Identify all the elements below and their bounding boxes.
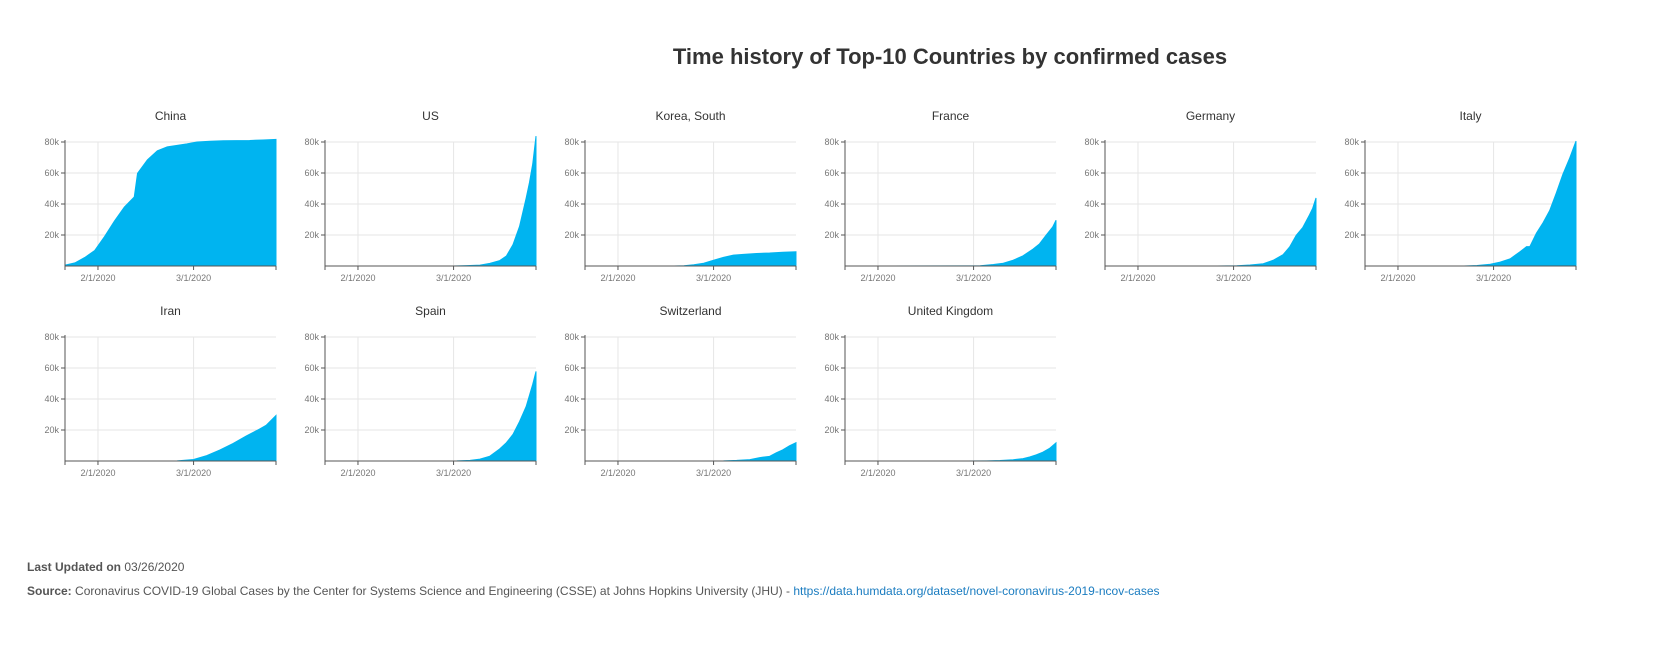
y-tick-label: 80k <box>564 332 579 342</box>
x-tick-label: 3/1/2020 <box>176 273 211 283</box>
x-tick-label: 2/1/2020 <box>600 273 635 283</box>
panel-title: Spain <box>415 304 446 318</box>
x-tick-label: 2/1/2020 <box>860 273 895 283</box>
y-tick-label: 40k <box>824 394 839 404</box>
panel-title: United Kingdom <box>908 304 993 318</box>
y-tick-label: 60k <box>304 168 319 178</box>
panel-title: Korea, South <box>655 109 725 123</box>
last-updated-line: Last Updated on 03/26/2020 <box>27 560 1627 574</box>
panel-korea-south: Korea, South 20k 40k 60k 80k 2/1/2020 3/1/2020 <box>564 109 797 283</box>
x-tick-label: 2/1/2020 <box>340 468 375 478</box>
y-tick-label: 60k <box>304 363 319 373</box>
panel-united-kingdom: United Kingdom 20k 40k 60k 80k 2/1/2020 3/1/20… <box>824 304 1057 478</box>
source-label: Source: <box>27 584 72 598</box>
y-tick-label: 40k <box>304 199 319 209</box>
y-tick-label: 20k <box>304 425 319 435</box>
panel-china: China 20k 40k 60k 80k 2/1/2020 3/1/2020 <box>44 109 277 283</box>
y-tick-label: 40k <box>44 394 59 404</box>
y-tick-label: 60k <box>564 363 579 373</box>
area-series <box>584 441 797 462</box>
y-tick-label: 80k <box>824 137 839 147</box>
x-tick-label: 3/1/2020 <box>956 273 991 283</box>
y-tick-label: 20k <box>564 230 579 240</box>
x-tick-label: 2/1/2020 <box>860 468 895 478</box>
panel-spain: Spain 20k 40k 60k 80k 2/1/2020 3/1/2020 <box>304 304 537 478</box>
y-tick-label: 80k <box>1344 137 1359 147</box>
panel-iran: Iran 20k 40k 60k 80k 2/1/2020 3/1/2020 <box>44 304 277 478</box>
area-series <box>584 251 797 267</box>
y-tick-label: 20k <box>824 230 839 240</box>
area-series <box>844 220 1057 267</box>
y-tick-label: 20k <box>304 230 319 240</box>
panel-title: Iran <box>160 304 181 318</box>
panel-title: Germany <box>1186 109 1235 123</box>
x-tick-label: 2/1/2020 <box>1120 273 1155 283</box>
panel-germany: Germany 20k 40k 60k 80k 2/1/2020 3/1/2020 <box>1084 109 1317 283</box>
area-series <box>844 441 1057 462</box>
y-tick-label: 20k <box>564 425 579 435</box>
x-tick-label: 3/1/2020 <box>696 468 731 478</box>
y-tick-label: 40k <box>44 199 59 209</box>
panel-title: China <box>155 109 187 123</box>
panel-title: Italy <box>1459 109 1481 123</box>
x-tick-label: 3/1/2020 <box>1216 273 1251 283</box>
panel-title: US <box>422 109 439 123</box>
y-tick-label: 80k <box>304 332 319 342</box>
x-tick-label: 3/1/2020 <box>956 468 991 478</box>
y-tick-label: 20k <box>824 425 839 435</box>
small-multiples-chart: China 20k 40k 60k 80k 2/1/2020 3/1/2020 US 20k 40… <box>44 109 1577 478</box>
y-tick-label: 20k <box>1084 230 1099 240</box>
y-tick-label: 40k <box>824 199 839 209</box>
x-tick-label: 2/1/2020 <box>600 468 635 478</box>
x-tick-label: 3/1/2020 <box>176 468 211 478</box>
last-updated-value: 03/26/2020 <box>124 560 185 574</box>
y-tick-label: 80k <box>44 332 59 342</box>
y-tick-label: 40k <box>1084 199 1099 209</box>
y-tick-label: 60k <box>44 168 59 178</box>
y-tick-label: 60k <box>824 363 839 373</box>
source-line: Source: Coronavirus COVID-19 Global Case… <box>27 584 1627 598</box>
y-tick-label: 80k <box>824 332 839 342</box>
panel-italy: Italy 20k 40k 60k 80k 2/1/2020 3/1/2020 <box>1344 109 1577 283</box>
y-tick-label: 20k <box>44 230 59 240</box>
panel-france: France 20k 40k 60k 80k 2/1/2020 3/1/2020 <box>824 109 1057 283</box>
y-tick-label: 80k <box>44 137 59 147</box>
source-link[interactable]: https://data.humdata.org/dataset/novel-c… <box>793 584 1160 598</box>
area-series <box>64 138 277 267</box>
y-tick-label: 60k <box>824 168 839 178</box>
y-tick-label: 60k <box>564 168 579 178</box>
y-tick-label: 60k <box>44 363 59 373</box>
area-series <box>324 136 537 267</box>
y-tick-label: 40k <box>564 394 579 404</box>
footer: Last Updated on 03/26/2020 Source: Coron… <box>27 560 1627 608</box>
x-tick-label: 2/1/2020 <box>80 273 115 283</box>
x-tick-label: 3/1/2020 <box>436 273 471 283</box>
y-tick-label: 20k <box>44 425 59 435</box>
x-tick-label: 3/1/2020 <box>436 468 471 478</box>
x-tick-label: 2/1/2020 <box>1380 273 1415 283</box>
y-tick-label: 80k <box>1084 137 1099 147</box>
area-series <box>1104 197 1317 267</box>
source-text: Coronavirus COVID-19 Global Cases by the… <box>75 584 790 598</box>
y-tick-label: 40k <box>564 199 579 209</box>
x-tick-label: 3/1/2020 <box>696 273 731 283</box>
panel-us: US 20k 40k 60k 80k 2/1/2020 3/1/2020 <box>304 109 537 283</box>
y-tick-label: 20k <box>1344 230 1359 240</box>
page-title: Time history of Top-10 Countries by conf… <box>672 44 1228 69</box>
y-tick-label: 60k <box>1344 168 1359 178</box>
y-tick-label: 80k <box>304 137 319 147</box>
y-tick-label: 60k <box>1084 168 1099 178</box>
area-series <box>64 414 277 462</box>
last-updated-label: Last Updated on <box>27 560 122 574</box>
panel-title: Switzerland <box>659 304 721 318</box>
x-tick-label: 2/1/2020 <box>80 468 115 478</box>
y-tick-label: 80k <box>564 137 579 147</box>
area-series <box>324 371 537 462</box>
y-tick-label: 40k <box>304 394 319 404</box>
panel-switzerland: Switzerland 20k 40k 60k 80k 2/1/2020 3/1/2020 <box>564 304 797 478</box>
y-tick-label: 40k <box>1344 199 1359 209</box>
panel-title: France <box>932 109 970 123</box>
x-tick-label: 2/1/2020 <box>340 273 375 283</box>
x-tick-label: 3/1/2020 <box>1476 273 1511 283</box>
